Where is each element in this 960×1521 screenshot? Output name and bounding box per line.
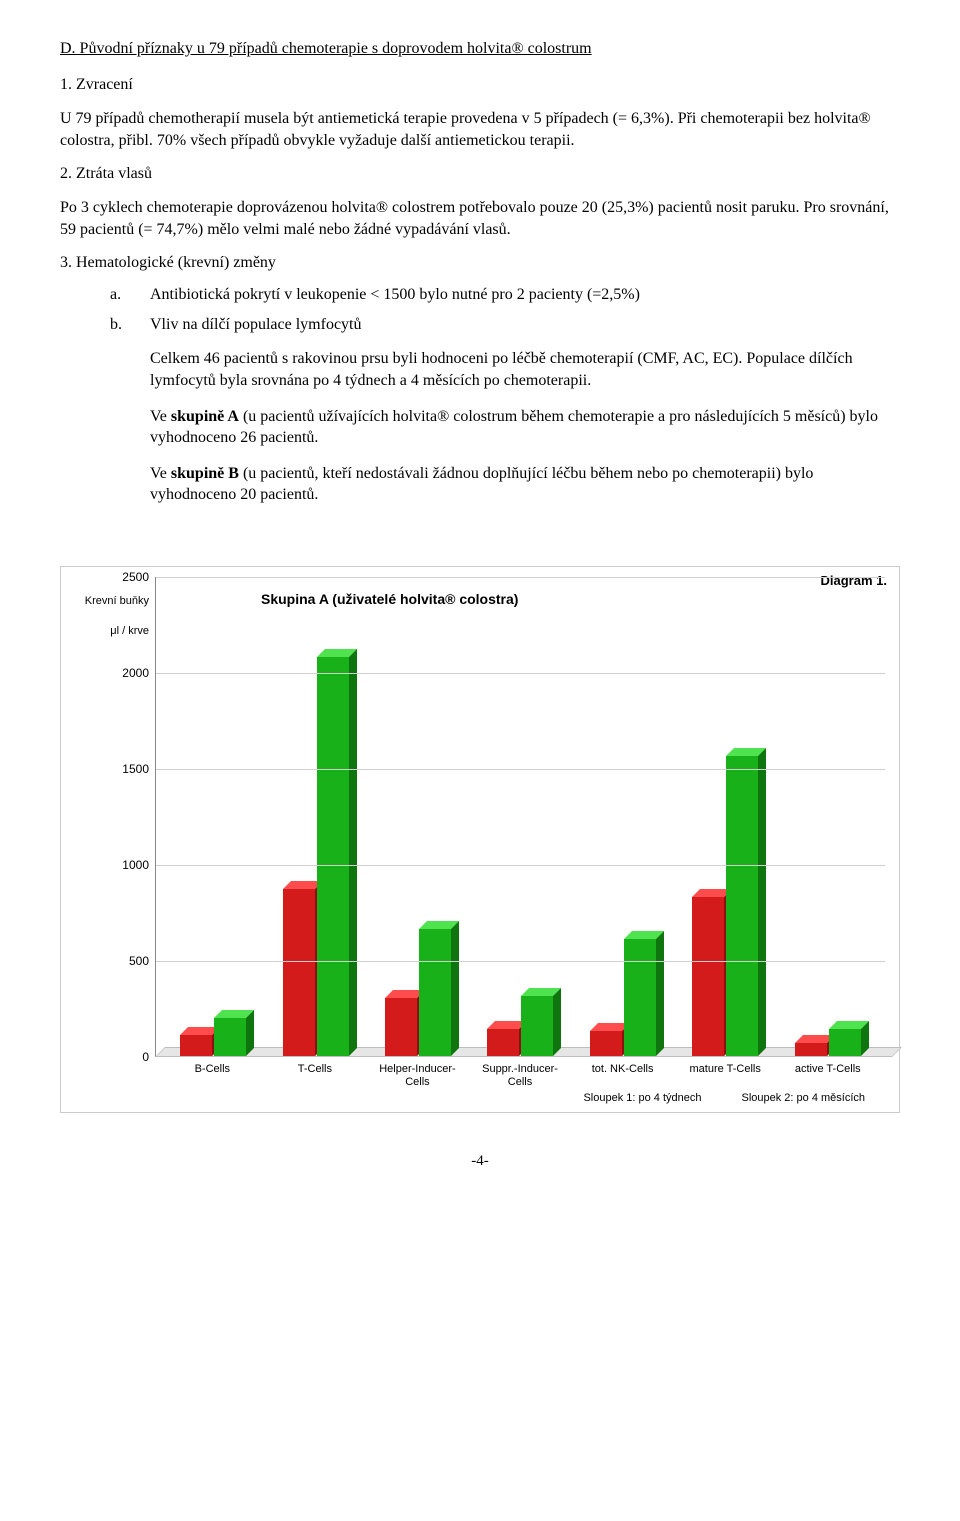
chart-bar bbox=[419, 929, 451, 1056]
chart-bar-group bbox=[367, 577, 469, 1056]
grid-line bbox=[156, 865, 885, 866]
footnote-2: Sloupek 2: po 4 měsících bbox=[741, 1092, 865, 1104]
x-axis-label: tot. NK-Cells bbox=[571, 1063, 674, 1088]
indent-p2: Ve skupině A (u pacientů užívajících hol… bbox=[150, 406, 900, 449]
paragraph-2: Po 3 cyklech chemoterapie doprovázenou h… bbox=[60, 197, 900, 240]
page-number: -4- bbox=[60, 1153, 900, 1170]
footnote-1: Sloupek 1: po 4 týdnech bbox=[583, 1092, 701, 1104]
x-axis-label: active T-Cells bbox=[776, 1063, 879, 1088]
x-axis-label: Helper-Inducer-Cells bbox=[366, 1063, 469, 1088]
y-tick-label: 0 bbox=[79, 1050, 149, 1064]
chart-bar bbox=[385, 998, 417, 1056]
chart-bar bbox=[283, 889, 315, 1056]
chart-bar bbox=[624, 939, 656, 1056]
sub-b-label: b. bbox=[110, 316, 150, 334]
indent-p1: Celkem 46 pacientů s rakovinou prsu byli… bbox=[150, 348, 900, 391]
chart-plot-area bbox=[155, 577, 885, 1057]
chart-bar-group bbox=[777, 577, 879, 1056]
chart-bar bbox=[180, 1035, 212, 1056]
indent-p2-pre: Ve bbox=[150, 408, 171, 425]
paragraph-1: U 79 případů chemotherapií musela být an… bbox=[60, 108, 900, 151]
y-tick-label: 2000 bbox=[79, 666, 149, 680]
sub-a-text: Antibiotická pokrytí v leukopenie < 1500… bbox=[150, 286, 900, 304]
chart-bar-group bbox=[264, 577, 366, 1056]
chart-bar-group bbox=[162, 577, 264, 1056]
chart-bar bbox=[521, 996, 553, 1056]
y-tick-label: 2500 bbox=[79, 570, 149, 584]
y-tick-label: 500 bbox=[79, 954, 149, 968]
item-1-label: 1. Zvracení bbox=[60, 76, 900, 94]
indent-p3: Ve skupině B (u pacientů, kteří nedostáv… bbox=[150, 463, 900, 506]
grid-line bbox=[156, 673, 885, 674]
chart-bar-groups bbox=[156, 577, 885, 1056]
chart-bar bbox=[487, 1029, 519, 1056]
chart-container: Diagram 1. Skupina A (uživatelé holvita®… bbox=[60, 566, 900, 1113]
chart-bar bbox=[726, 756, 758, 1056]
chart-x-labels: B-CellsT-CellsHelper-Inducer-CellsSuppr.… bbox=[155, 1063, 885, 1088]
x-axis-label: Suppr.-Inducer-Cells bbox=[469, 1063, 572, 1088]
item-2-label: 2. Ztráta vlasů bbox=[60, 165, 900, 183]
indent-p3-pre: Ve bbox=[150, 465, 171, 482]
chart-footnotes: Sloupek 1: po 4 týdnech Sloupek 2: po 4 … bbox=[75, 1092, 885, 1104]
y-axis-label-1: Krevní buňky bbox=[69, 595, 149, 607]
x-axis-label: B-Cells bbox=[161, 1063, 264, 1088]
grid-line bbox=[156, 577, 885, 578]
chart-bar-group bbox=[674, 577, 776, 1056]
chart-bar-group bbox=[469, 577, 571, 1056]
sublist: a. Antibiotická pokrytí v leukopenie < 1… bbox=[110, 286, 900, 334]
grid-line bbox=[156, 769, 885, 770]
chart-bar-group bbox=[572, 577, 674, 1056]
section-heading: D. Původní příznaky u 79 případů chemote… bbox=[60, 40, 900, 58]
sub-a-label: a. bbox=[110, 286, 150, 304]
indent-p2-bold: skupině A bbox=[171, 408, 239, 425]
x-axis-label: T-Cells bbox=[264, 1063, 367, 1088]
y-axis-side: 05001000150020002500Krevní buňkyμl / krv… bbox=[75, 577, 155, 1057]
indent-p3-bold: skupině B bbox=[171, 465, 239, 482]
indent-p3-post: (u pacientů, kteří nedostávali žádnou do… bbox=[150, 465, 813, 504]
chart-bar bbox=[829, 1029, 861, 1056]
indent-p2-post: (u pacientů užívajících holvita® colostr… bbox=[150, 408, 878, 447]
y-tick-label: 1000 bbox=[79, 858, 149, 872]
grid-line bbox=[156, 961, 885, 962]
chart-bar bbox=[317, 657, 349, 1056]
item-3-label: 3. Hematologické (krevní) změny bbox=[60, 254, 900, 272]
chart-bar bbox=[692, 897, 724, 1056]
x-axis-label: mature T-Cells bbox=[674, 1063, 777, 1088]
chart-bar bbox=[590, 1031, 622, 1056]
y-axis-label-2: μl / krve bbox=[69, 625, 149, 637]
y-tick-label: 1500 bbox=[79, 762, 149, 776]
sub-b-text: Vliv na dílčí populace lymfocytů bbox=[150, 316, 900, 334]
indented-block: Celkem 46 pacientů s rakovinou prsu byli… bbox=[150, 348, 900, 506]
chart-bar bbox=[795, 1043, 827, 1056]
chart-bar bbox=[214, 1018, 246, 1056]
